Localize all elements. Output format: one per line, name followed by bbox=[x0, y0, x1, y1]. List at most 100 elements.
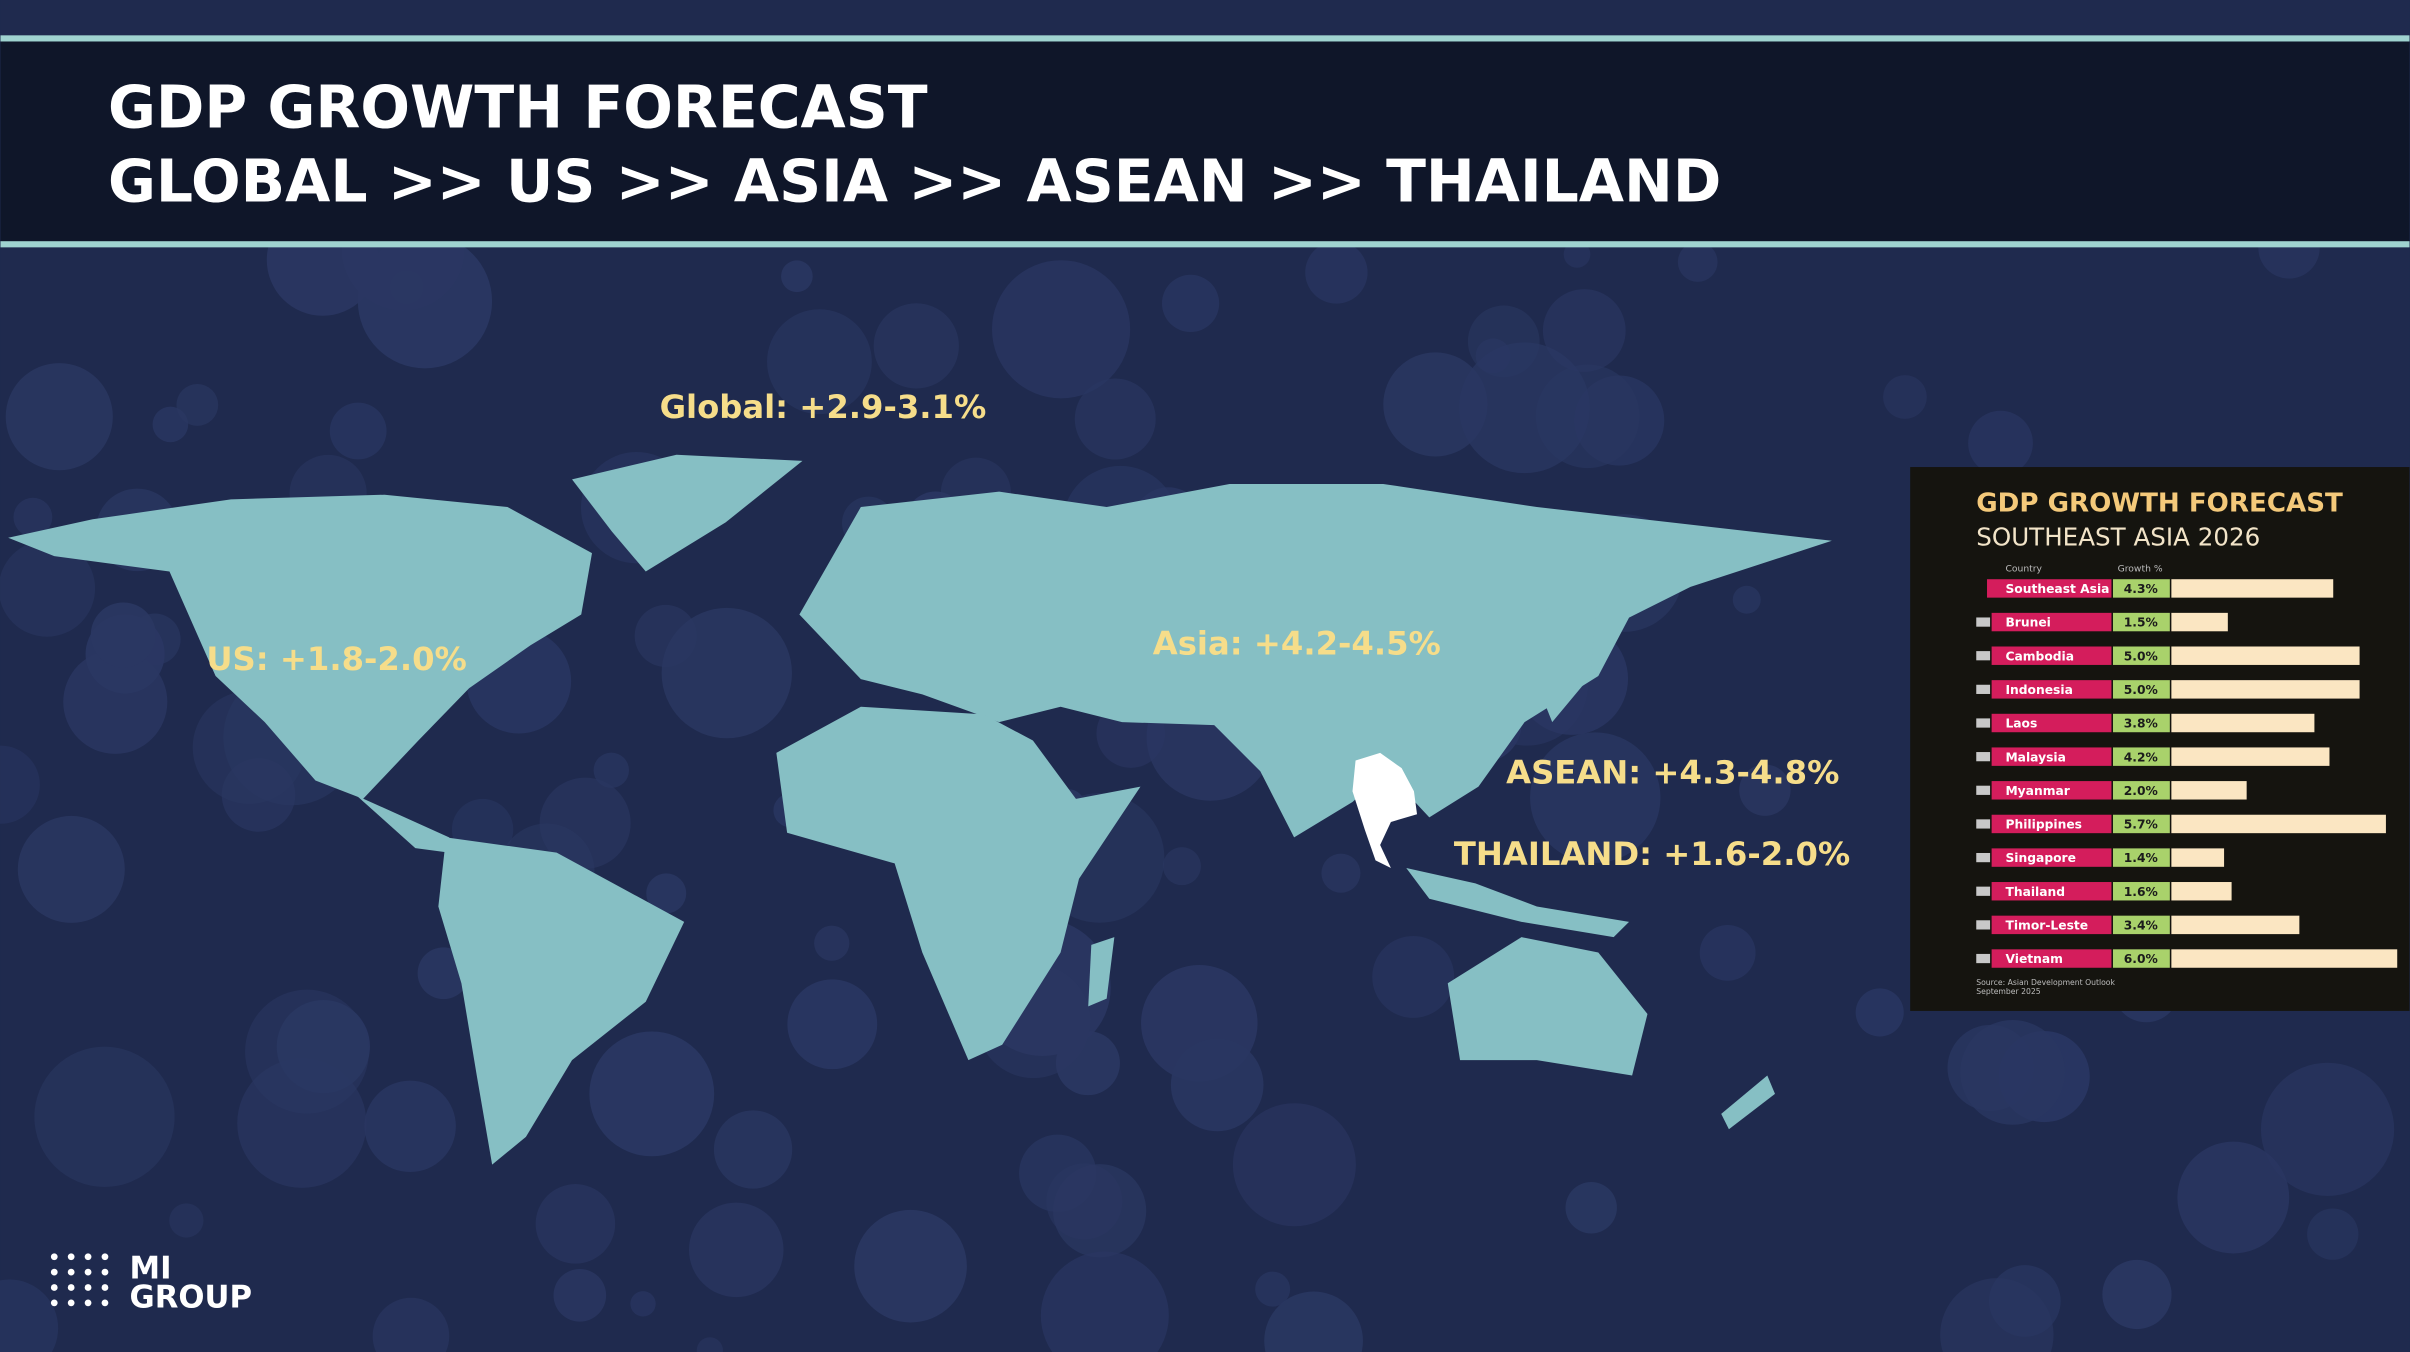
category-box bbox=[1991, 713, 2112, 733]
japan bbox=[1536, 583, 1599, 723]
bubble bbox=[1883, 375, 1927, 419]
bubble bbox=[630, 1291, 656, 1317]
value-label: 5.7% bbox=[2124, 818, 2158, 832]
logo-dot bbox=[50, 1299, 58, 1307]
value-label: 3.8% bbox=[2124, 717, 2158, 731]
category-label: Cambodia bbox=[2005, 649, 2074, 663]
bubble bbox=[1264, 1291, 1363, 1352]
bubble bbox=[1542, 289, 1626, 372]
flag bbox=[1976, 651, 1991, 661]
value-box bbox=[2112, 915, 2170, 935]
flag bbox=[1976, 785, 1991, 795]
logo-dot bbox=[101, 1268, 109, 1276]
africa bbox=[776, 706, 1141, 1061]
map-label: THAILAND: +1.6-2.0% bbox=[1454, 835, 1850, 873]
value-box bbox=[2112, 949, 2170, 968]
bubble bbox=[1162, 847, 1201, 886]
category-label: Myanmar bbox=[2005, 784, 2070, 798]
logo-dot bbox=[84, 1299, 92, 1307]
bubble bbox=[276, 999, 370, 1094]
bubble bbox=[34, 1046, 175, 1188]
bubble bbox=[1232, 1103, 1356, 1227]
category-label: Vietnam bbox=[2005, 952, 2063, 966]
category-box bbox=[1991, 814, 2112, 834]
logo-dot bbox=[67, 1268, 75, 1276]
value-box bbox=[2112, 781, 2170, 800]
bubble bbox=[2177, 1141, 2290, 1254]
value-box bbox=[2112, 579, 2170, 598]
thailand-highlight bbox=[1352, 752, 1418, 869]
bubble bbox=[5, 363, 113, 471]
bar bbox=[2171, 680, 2360, 699]
bubble bbox=[2102, 1259, 2172, 1330]
value-label: 1.6% bbox=[2124, 885, 2158, 899]
source-note: September 2025 bbox=[1976, 987, 2040, 996]
bar bbox=[2171, 915, 2300, 935]
bar bbox=[2171, 848, 2225, 867]
map-label: US: +1.8-2.0% bbox=[206, 640, 467, 678]
logo-text: MI bbox=[130, 1250, 172, 1286]
logo-dot bbox=[50, 1268, 58, 1276]
bubble bbox=[0, 540, 96, 637]
category-box bbox=[1991, 747, 2112, 766]
category-label: Malaysia bbox=[2005, 750, 2065, 764]
bubble bbox=[781, 260, 813, 293]
value-box bbox=[2112, 882, 2170, 901]
bubble bbox=[1699, 924, 1756, 981]
flag bbox=[1976, 684, 1991, 694]
bar bbox=[2171, 747, 2330, 766]
bubble bbox=[1968, 410, 2033, 476]
logo-dot bbox=[84, 1284, 92, 1291]
bar bbox=[2171, 579, 2334, 598]
category-box bbox=[1991, 646, 2112, 665]
bubble bbox=[17, 815, 125, 923]
bubble bbox=[90, 602, 156, 668]
category-label: Thailand bbox=[2005, 885, 2065, 899]
bubble bbox=[589, 1031, 715, 1157]
flag bbox=[1976, 953, 1991, 964]
category-label: Philippines bbox=[2005, 818, 2082, 832]
value-box bbox=[2112, 713, 2170, 733]
value-box bbox=[2112, 612, 2170, 632]
bubble bbox=[1732, 585, 1761, 614]
bubble bbox=[2260, 1062, 2395, 1196]
world-map bbox=[8, 454, 1832, 1165]
bubble bbox=[1855, 988, 1904, 1037]
bubble bbox=[1530, 732, 1661, 863]
value-label: 5.0% bbox=[2124, 683, 2158, 697]
bar bbox=[2171, 814, 2386, 834]
logo-dot bbox=[101, 1253, 109, 1261]
bubble bbox=[1321, 853, 1361, 893]
bubble bbox=[1677, 242, 1718, 282]
category-label: Southeast Asia bbox=[2005, 582, 2109, 596]
header-title: GDP GROWTH FORECAST bbox=[108, 74, 928, 142]
flag bbox=[1976, 886, 1991, 896]
flag bbox=[1976, 752, 1991, 762]
madagascar bbox=[1088, 937, 1115, 1007]
bubble bbox=[0, 745, 40, 824]
bubble bbox=[593, 752, 629, 788]
bubble bbox=[152, 406, 189, 443]
bubble bbox=[1046, 1163, 1123, 1240]
category-box bbox=[1991, 612, 2112, 632]
bubble bbox=[854, 1209, 967, 1323]
inset-category-label: Country bbox=[2005, 564, 2042, 575]
bubble bbox=[1459, 342, 1590, 474]
bar bbox=[2171, 882, 2232, 901]
bar bbox=[2171, 781, 2247, 800]
bubble bbox=[696, 1337, 723, 1352]
value-box bbox=[2112, 680, 2170, 699]
bubble bbox=[1305, 241, 1368, 304]
category-label: Laos bbox=[2005, 717, 2037, 731]
value-label: 5.0% bbox=[2124, 649, 2158, 663]
bubble bbox=[1170, 1038, 1264, 1132]
inset-chart: GDP GROWTH FORECAST SOUTHEAST ASIA 2026 … bbox=[1910, 467, 2410, 1011]
value-label: 3.4% bbox=[2124, 919, 2158, 933]
australia bbox=[1447, 937, 1648, 1076]
category-label: Indonesia bbox=[2005, 683, 2072, 697]
bubble bbox=[2307, 1208, 2359, 1260]
category-box bbox=[1991, 680, 2112, 699]
value-label: 4.2% bbox=[2124, 750, 2158, 764]
bubble bbox=[1565, 1182, 1617, 1234]
